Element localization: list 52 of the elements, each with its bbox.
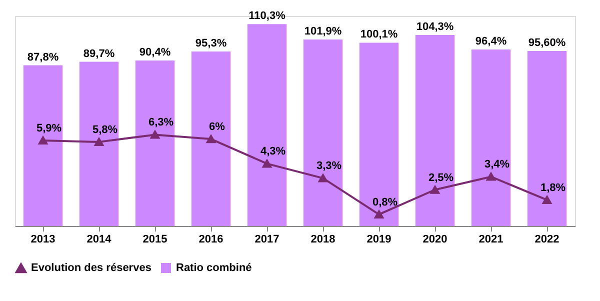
x-tick-label: 2013 [30,234,56,246]
data-label: 5,8% [92,124,118,136]
x-tick-label: 2021 [478,234,504,246]
x-tick-label: 2017 [254,234,280,246]
point [206,134,216,144]
legend-label: Ratio combiné [176,262,252,274]
point [430,186,440,194]
point [486,172,496,181]
data-label: 3,4% [484,158,510,171]
bar [471,50,511,226]
point [262,160,272,168]
data-label: 95,3% [195,38,227,50]
data-label: 3,3% [316,160,342,172]
x-tick-label: 2016 [198,234,224,246]
bar [135,60,175,226]
point [542,196,552,204]
x-tick-label: 2014 [86,234,112,246]
bar [527,50,567,226]
data-label: 96,4% [475,36,507,48]
data-label: 0,8% [372,196,398,208]
data-label: 104,3% [416,21,454,34]
data-label: 4,3% [260,146,286,158]
bar [247,24,287,226]
bar [191,52,231,226]
bar [79,62,119,226]
bar [23,65,63,226]
data-label: 2,5% [428,172,454,184]
point [318,174,328,182]
x-tick-label: 2015 [142,234,168,246]
point [150,130,160,139]
bar [415,35,455,226]
data-label: 1,8% [540,182,566,194]
data-label: 5,9% [36,122,62,134]
legend-label: Evolution des réserves [31,262,152,274]
data-label: 101,9% [304,25,342,38]
data-label: 89,7% [83,48,115,60]
bar [303,39,343,226]
x-tick-label: 2018 [310,234,336,246]
data-label: 6,3% [148,116,174,129]
x-tick-label: 2019 [366,234,392,246]
data-label: 6% [209,121,226,134]
data-label: 110,3% [248,10,286,22]
data-label: 87,8% [27,51,59,64]
point [374,210,384,218]
point [38,136,48,145]
x-tick-label: 2022 [534,234,560,246]
data-label: 90,4% [139,46,171,59]
bar [359,42,399,226]
data-label: 95,60% [528,36,566,49]
point [94,138,104,146]
data-label: 100,1% [360,28,398,41]
x-tick-label: 2020 [422,234,448,246]
